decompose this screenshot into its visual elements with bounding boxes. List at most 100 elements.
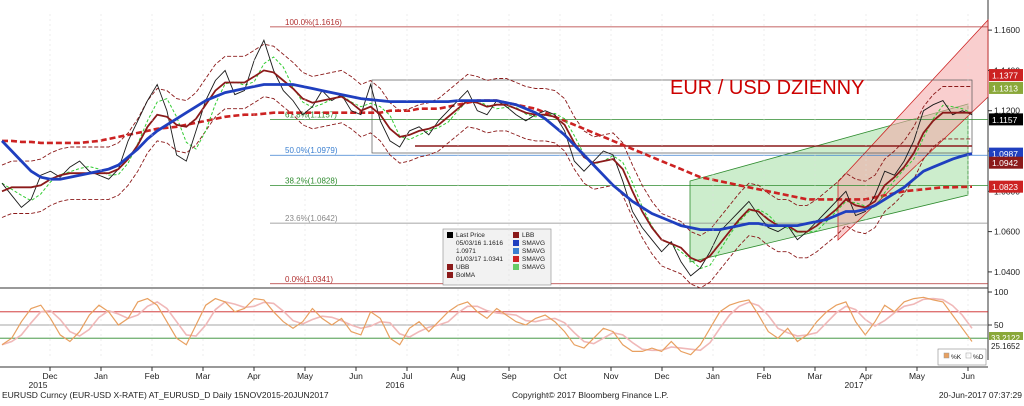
stochastic-panel xyxy=(0,296,988,356)
legend-swatch xyxy=(447,232,453,238)
stoch-d-line xyxy=(1,297,973,352)
bollinger-lower xyxy=(1,96,972,289)
legend-entry: 01/03/17 1.0341 xyxy=(456,256,503,263)
x-tick-label: Nov xyxy=(603,371,619,381)
red-triangle xyxy=(837,18,989,241)
fib-label: 38.2%(1.0828) xyxy=(285,177,338,186)
y-tick-label: 1.1600 xyxy=(994,25,1020,35)
footer-center: Copyright© 2017 Bloomberg Finance L.P. xyxy=(512,390,668,400)
stoch-legend-swatch xyxy=(943,352,950,359)
stoch-legend-swatch xyxy=(965,352,972,359)
x-year-label: 2017 xyxy=(845,380,864,390)
price-label-bg xyxy=(989,69,1023,82)
legend-swatch xyxy=(513,256,519,262)
legend-entry: BolMA xyxy=(456,272,476,279)
stoch-value-label: 25.1652 xyxy=(991,342,1020,351)
price-label: 1.1313 xyxy=(992,83,1018,93)
x-tick-label: Jan xyxy=(706,371,720,381)
x-year-label: 2016 xyxy=(386,380,405,390)
y-tick-label: 1.0600 xyxy=(994,227,1020,237)
price-label: 1.0942 xyxy=(992,158,1018,168)
footer-left: EURUSD Curncy (EUR-USD X-RATE) AT_EURUSD… xyxy=(2,390,329,400)
legend-swatch xyxy=(513,264,519,270)
chart-title: EUR / USD DZIENNY xyxy=(670,77,864,99)
legend-entry: SMAVG xyxy=(522,240,545,247)
bollinger-bands xyxy=(1,43,972,289)
stoch-tick-label: 100 xyxy=(994,287,1008,297)
price-label: 1.1157 xyxy=(992,115,1018,125)
legend-entry: 1.0971 xyxy=(456,248,476,255)
x-tick-label: Feb xyxy=(757,371,772,381)
legend-swatch xyxy=(447,264,453,270)
footer-right: 20-Jun-2017 07:37:29 xyxy=(939,390,1022,400)
fib-label: 61.8%(1.1157) xyxy=(285,110,337,119)
price-label: 1.1377 xyxy=(992,71,1018,81)
stoch-legend-entry: %K xyxy=(951,354,962,361)
stoch-value-bg xyxy=(989,332,1023,343)
sma-green-dashed xyxy=(1,56,973,270)
legend-entry: Last Price xyxy=(456,232,485,239)
fib-label: 0.0%(1.0341) xyxy=(285,275,333,284)
price-label-bg xyxy=(989,156,1023,169)
x-tick-label: Jun xyxy=(349,371,363,381)
price-label: 1.0987 xyxy=(992,149,1018,159)
price-label-bg xyxy=(989,147,1023,160)
bollinger-upper xyxy=(1,43,972,237)
price-line xyxy=(1,38,973,277)
sma-blue xyxy=(0,83,973,231)
legend-box xyxy=(442,228,552,286)
legend-entry: SMAVG xyxy=(522,264,545,271)
legend-swatch xyxy=(513,232,519,238)
stoch-tick-label: 50 xyxy=(994,320,1004,330)
legend-entry: UBB xyxy=(456,264,469,271)
x-tick-label: May xyxy=(909,371,926,381)
price-label-bg xyxy=(989,81,1023,94)
x-tick-label: Mar xyxy=(808,371,823,381)
fib-label: 23.6%(1.0642) xyxy=(285,214,338,223)
stochastic-legend: %K %D xyxy=(937,348,987,366)
legend-swatch xyxy=(513,240,519,246)
y-tick-label: 1.1200 xyxy=(994,106,1020,116)
x-tick-label: Apr xyxy=(859,371,872,381)
support-box xyxy=(371,79,973,154)
x-tick-label: Oct xyxy=(553,371,567,381)
legend-swatch xyxy=(447,272,453,278)
x-year-label: 2015 xyxy=(29,380,48,390)
x-tick-label: Sep xyxy=(501,371,516,381)
x-tick-label: Aug xyxy=(450,371,465,381)
legend-entry: SMAVG xyxy=(522,256,545,263)
legend-entry: 05/03/16 1.1616 xyxy=(456,240,503,247)
fib-label: 100.0%(1.1616) xyxy=(285,18,342,27)
stoch-k-line xyxy=(1,296,973,356)
stoch-legend-box xyxy=(937,348,987,366)
y-tick-label: 1.0400 xyxy=(994,267,1020,277)
fib-label: 50.0%(1.0979) xyxy=(285,146,338,155)
series-group xyxy=(0,38,973,277)
legend-entry: SMAVG xyxy=(522,248,545,255)
x-tick-label: Apr xyxy=(247,371,260,381)
sma-darkred xyxy=(1,69,972,263)
x-tick-label: Jan xyxy=(94,371,108,381)
price-label: 1.0823 xyxy=(992,182,1018,192)
x-tick-label: May xyxy=(297,371,314,381)
x-tick-label: Dec xyxy=(42,371,58,381)
x-tick-label: Jul xyxy=(402,371,413,381)
x-tick-label: Jun xyxy=(961,371,975,381)
x-tick-label: Feb xyxy=(145,371,160,381)
fibonacci-lines: 100.0%(1.1616) 61.8%(1.1157) 50.0%(1.0979)… xyxy=(270,18,988,285)
price-label-bg xyxy=(989,180,1023,193)
legend-entry: LBB xyxy=(522,232,534,239)
stoch-value-label: 33.2122 xyxy=(991,334,1020,343)
price-label-bg xyxy=(989,113,1023,126)
x-tick-label: Mar xyxy=(196,371,211,381)
x-tick-label: Dec xyxy=(654,371,670,381)
legend-swatch xyxy=(513,248,519,254)
stoch-legend-entry: %D xyxy=(973,354,984,361)
stoch-value-bg xyxy=(989,340,1023,351)
